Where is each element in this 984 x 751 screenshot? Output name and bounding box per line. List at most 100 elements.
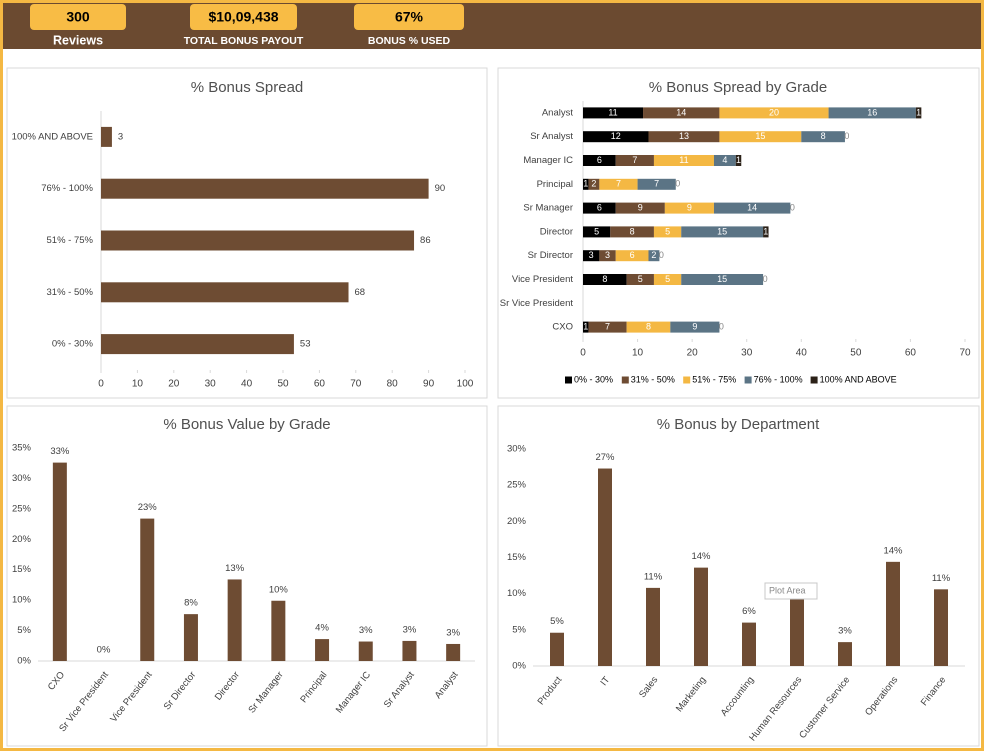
bar [790, 598, 804, 666]
bar-segment [713, 202, 791, 214]
y-tick-label: 5% [17, 625, 31, 636]
data-label: 53 [300, 339, 311, 350]
bar-segment [583, 226, 611, 238]
legend-swatch [683, 376, 691, 384]
data-label: 12 [611, 131, 621, 141]
tooltip: Plot Area [769, 585, 806, 595]
bar-segment [763, 226, 769, 238]
data-label: 15 [755, 131, 765, 141]
x-tick-label: 60 [314, 379, 326, 390]
bar [101, 126, 112, 147]
y-tick-label: Manager IC [523, 155, 573, 166]
bar-segment [653, 274, 682, 285]
x-tick-label: 30 [205, 379, 217, 390]
y-tick-label: 0% - 30% [52, 339, 94, 350]
data-label: 86 [420, 235, 431, 246]
chart-title: % Bonus by Department [657, 416, 820, 433]
data-label: 8 [630, 226, 635, 236]
y-tick-label: CXO [552, 322, 573, 333]
bar-segment [648, 250, 660, 262]
kpi-value: 300 [66, 9, 90, 25]
bar-segment [653, 155, 714, 166]
bar [550, 632, 564, 666]
data-label: 14% [883, 545, 903, 556]
bar-segment [643, 107, 720, 119]
x-tick-label: 10 [132, 379, 144, 390]
bar-segment [648, 131, 720, 143]
data-label: 5% [550, 616, 564, 627]
bar-segment [583, 202, 616, 214]
data-label: 11% [644, 571, 663, 582]
bar-segment [583, 155, 616, 166]
data-label: 2 [591, 179, 596, 189]
data-label: 5 [665, 226, 670, 236]
data-label: 1 [583, 321, 588, 331]
data-label: 1 [583, 179, 588, 189]
data-label: 6% [742, 606, 756, 617]
chart-title: % Bonus Spread [191, 79, 304, 96]
bar-segment [664, 202, 714, 214]
y-tick-label: 30% [507, 444, 527, 455]
data-label: 3 [589, 250, 594, 260]
data-label: 0 [659, 250, 664, 260]
y-tick-label: Sr Manager [523, 203, 573, 214]
bar-segment [828, 107, 916, 119]
x-tick-label: 80 [387, 379, 399, 390]
bar-segment [599, 178, 638, 190]
bar [358, 641, 373, 661]
data-label: 11% [932, 573, 951, 584]
y-tick-label: 0% [17, 656, 31, 667]
legend-label: 100% AND ABOVE [820, 374, 897, 384]
header-bar [3, 3, 981, 49]
data-label: 0 [675, 179, 680, 189]
data-label: 8 [821, 131, 826, 141]
bar-segment [626, 274, 654, 285]
bar [101, 230, 415, 251]
bar [315, 639, 330, 661]
bar [101, 282, 349, 303]
bar [52, 462, 67, 661]
x-tick-label: 60 [905, 348, 917, 359]
data-label: 3 [605, 250, 610, 260]
bar-segment [583, 274, 627, 285]
bar-segment [599, 250, 616, 262]
y-tick-label: 20% [12, 534, 32, 545]
kpi-label: Reviews [53, 33, 103, 47]
bar-segment [681, 274, 764, 285]
legend-label: 31% - 50% [631, 374, 675, 384]
data-label: 16 [867, 107, 877, 117]
y-tick-label: Sr Analyst [530, 131, 573, 142]
data-label: 4 [722, 155, 727, 165]
kpi-box [354, 4, 464, 30]
y-tick-label: 25% [507, 480, 527, 491]
data-label: 6 [597, 202, 602, 212]
bar [227, 579, 242, 661]
bar [694, 567, 708, 666]
bar-segment [583, 107, 644, 119]
data-label: 13% [225, 563, 245, 574]
x-tick-label: 0 [98, 379, 104, 390]
y-tick-label: 25% [12, 503, 32, 514]
data-label: 7 [616, 179, 621, 189]
x-tick-label: 0 [580, 348, 586, 359]
data-label: 14 [676, 107, 686, 117]
data-label: 11 [679, 155, 688, 165]
y-tick-label: 51% - 75% [47, 235, 94, 246]
data-label: 7 [654, 179, 659, 189]
y-tick-label: 35% [12, 443, 32, 454]
kpi-value: $10,09,438 [208, 9, 278, 25]
data-label: 13 [679, 131, 689, 141]
bar [183, 614, 198, 661]
kpi-box [30, 4, 126, 30]
y-tick-label: 30% [12, 473, 32, 484]
bar-segment [719, 131, 802, 143]
data-label: 3 [118, 131, 123, 142]
bar-segment [713, 155, 736, 166]
x-tick-label: 50 [850, 348, 862, 359]
bar [101, 178, 429, 199]
data-label: 8 [602, 274, 607, 284]
y-tick-label: 100% AND ABOVE [12, 131, 93, 142]
panel [497, 67, 980, 399]
y-tick-label: 20% [507, 516, 527, 527]
